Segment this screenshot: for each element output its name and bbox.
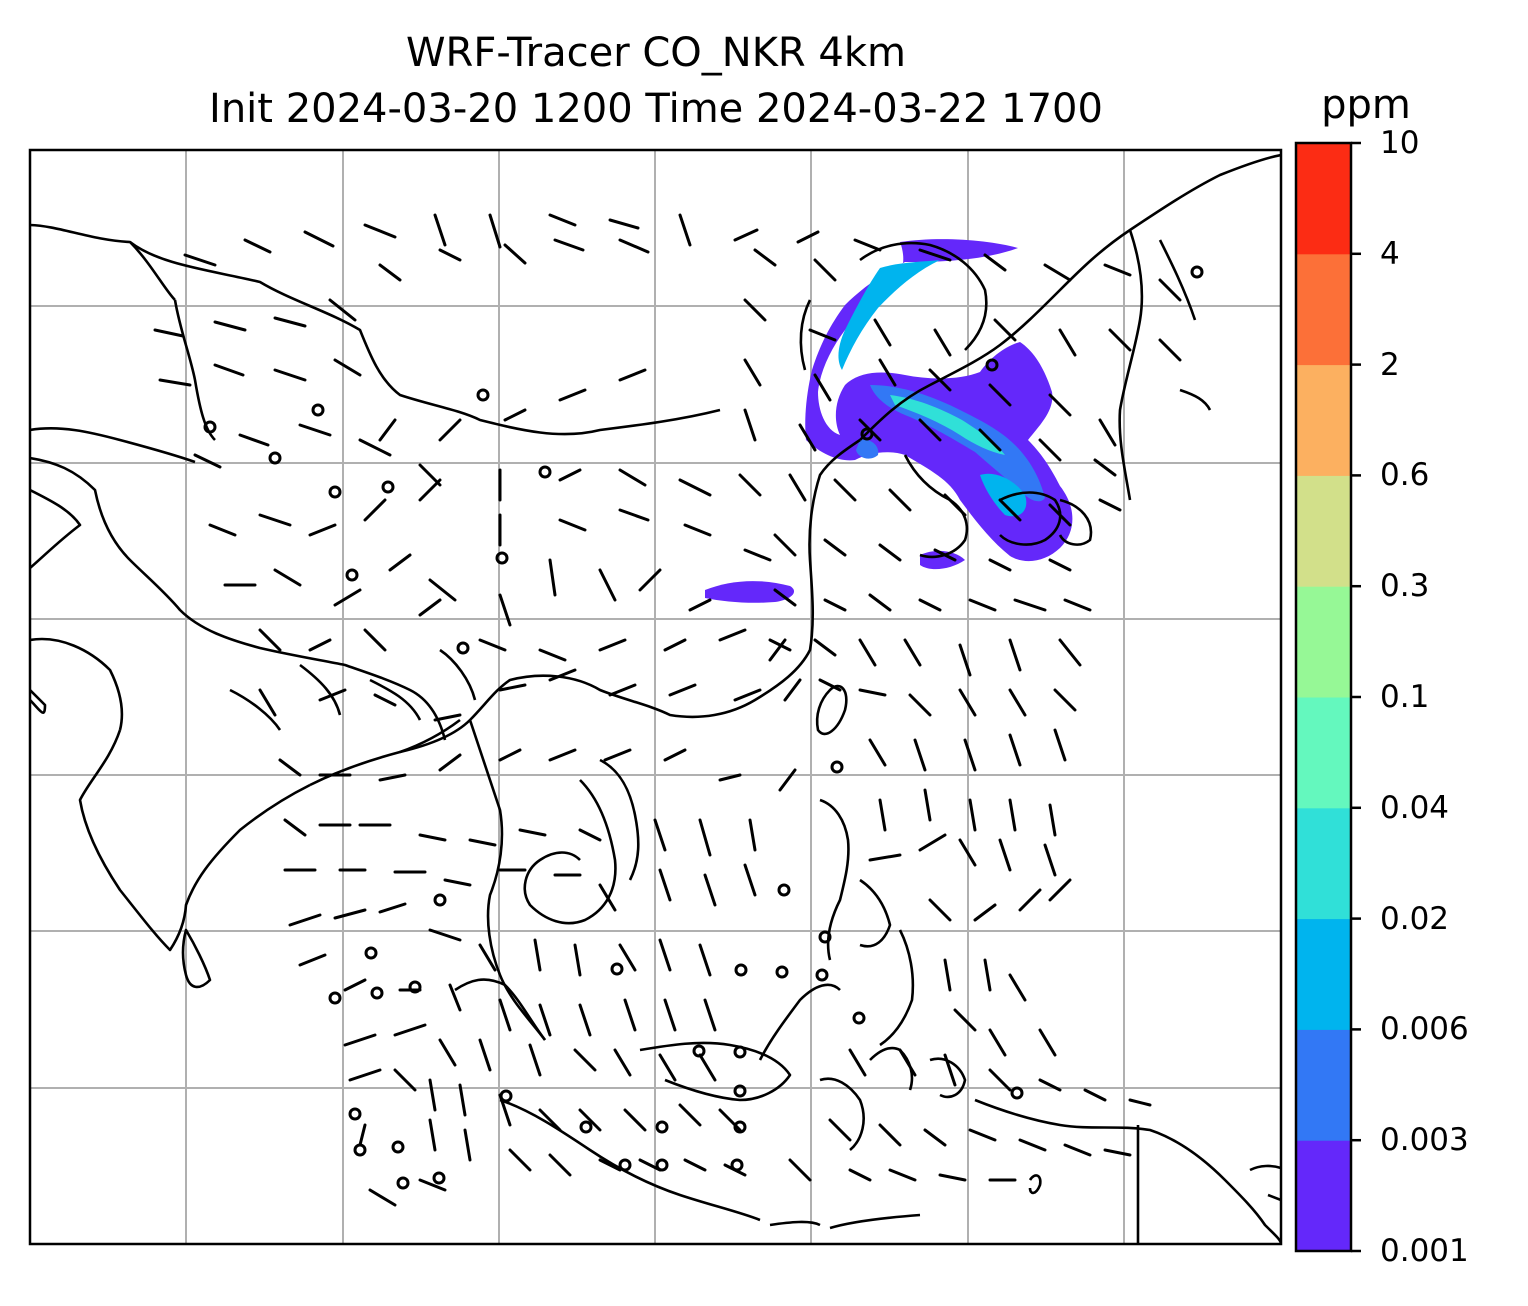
colorbar-segment: [1296, 807, 1351, 920]
map-frame: [28, 148, 1283, 1246]
colorbar-tick-label: 0.6: [1380, 457, 1430, 494]
colorbar-tick-label: 0.001: [1380, 1233, 1469, 1269]
map-title-line-2: Init 2024-03-20 1200 Time 2024-03-22 170…: [209, 86, 1103, 132]
colorbar-unit-label: ppm: [1321, 82, 1411, 128]
colorbar-tick-label: 10: [1380, 125, 1420, 161]
colorbar-segment: [1296, 918, 1351, 1030]
colorbar-segment: [1296, 1140, 1351, 1252]
colorbar-tick-label: 0.1: [1380, 679, 1430, 715]
colorbar-tick-label: 0.02: [1380, 900, 1450, 937]
colorbar-segment: [1296, 143, 1351, 255]
calm-circles: [203, 265, 1204, 1190]
colorbar-segment: [1296, 697, 1351, 809]
colorbar-segment: [1296, 475, 1351, 587]
tracer-shading: [705, 239, 1073, 603]
colorbar-segment: [1296, 586, 1351, 698]
colorbar-frame: [1294, 141, 1353, 1253]
lat-lon-gridlines: [30, 150, 1281, 1244]
colorbar-tick-label: 0.003: [1380, 1122, 1469, 1159]
colorbar: [1296, 141, 1361, 1253]
colorbar-tick-label: 0.3: [1380, 568, 1430, 605]
colorbar-tick-label: 2: [1380, 346, 1400, 383]
colorbar-segment: [1296, 364, 1351, 476]
map-plot-area: [30, 150, 1281, 1244]
colorbar-tick-label: 0.006: [1380, 1011, 1469, 1048]
colorbar-tick-label: 0.04: [1380, 789, 1450, 826]
colorbar-tick-label: 4: [1380, 235, 1400, 272]
coastlines-and-borders: [30, 153, 1281, 1244]
wind-barbs: [153, 213, 1182, 1207]
colorbar-segment: [1296, 253, 1351, 366]
colorbar-segment: [1296, 1029, 1351, 1141]
map-title-line-1: WRF-Tracer CO_NKR 4km: [405, 30, 907, 76]
